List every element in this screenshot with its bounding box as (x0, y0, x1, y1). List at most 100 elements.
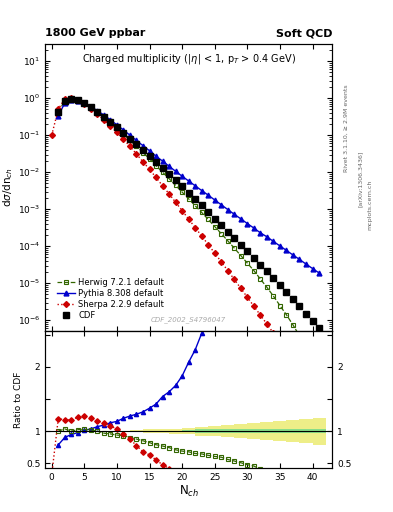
Pythia 8.308 default (277, 243, 282, 249)
Pythia 8.308 default (69, 96, 73, 102)
Herwig 7.2.1 default (232, 245, 237, 251)
Sherpa 2.2.9 default (141, 159, 145, 165)
Pythia 8.308 default (173, 168, 178, 175)
Herwig 7.2.1 default (284, 312, 289, 318)
Herwig 7.2.1 default (108, 119, 113, 125)
Pythia 8.308 default (212, 197, 217, 203)
Pythia 8.308 default (284, 247, 289, 253)
Sherpa 2.2.9 default (134, 151, 139, 157)
Sherpa 2.2.9 default (258, 312, 263, 318)
Legend: Herwig 7.2.1 default, Pythia 8.308 default, Sherpa 2.2.9 default, CDF: Herwig 7.2.1 default, Pythia 8.308 defau… (55, 276, 166, 322)
CDF (173, 177, 178, 183)
Sherpa 2.2.9 default (160, 183, 165, 189)
Sherpa 2.2.9 default (232, 276, 237, 283)
CDF (304, 311, 309, 317)
CDF (186, 189, 191, 196)
Herwig 7.2.1 default (206, 217, 211, 223)
Text: Soft QCD: Soft QCD (275, 28, 332, 38)
CDF (121, 130, 126, 136)
Herwig 7.2.1 default (88, 104, 93, 110)
CDF (141, 147, 145, 153)
Sherpa 2.2.9 default (239, 285, 243, 291)
CDF (95, 109, 100, 115)
CDF (62, 98, 67, 104)
CDF (115, 124, 119, 130)
Herwig 7.2.1 default (304, 345, 309, 351)
CDF (180, 183, 184, 189)
Pythia 8.308 default (167, 163, 171, 169)
Sherpa 2.2.9 default (121, 136, 126, 142)
Pythia 8.308 default (199, 187, 204, 194)
Sherpa 2.2.9 default (297, 366, 302, 372)
Pythia 8.308 default (271, 239, 276, 245)
Herwig 7.2.1 default (271, 293, 276, 299)
CDF (297, 303, 302, 309)
Pythia 8.308 default (206, 192, 211, 198)
Text: 1800 GeV ppbar: 1800 GeV ppbar (45, 28, 145, 38)
Pythia 8.308 default (147, 147, 152, 154)
Text: mcplots.cern.ch: mcplots.cern.ch (367, 180, 373, 230)
Line: Sherpa 2.2.9 default: Sherpa 2.2.9 default (50, 96, 321, 398)
Text: CDF_2002_S4796047: CDF_2002_S4796047 (151, 316, 226, 323)
CDF (239, 242, 243, 248)
Herwig 7.2.1 default (128, 137, 132, 143)
Sherpa 2.2.9 default (95, 111, 100, 117)
Sherpa 2.2.9 default (245, 294, 250, 300)
Line: CDF: CDF (55, 96, 322, 331)
Herwig 7.2.1 default (226, 238, 230, 244)
Pythia 8.308 default (154, 153, 158, 159)
Herwig 7.2.1 default (82, 100, 87, 106)
Pythia 8.308 default (180, 173, 184, 179)
CDF (258, 262, 263, 268)
Herwig 7.2.1 default (121, 131, 126, 137)
Pythia 8.308 default (304, 261, 309, 267)
Sherpa 2.2.9 default (82, 101, 87, 107)
Pythia 8.308 default (219, 202, 224, 208)
CDF (232, 235, 237, 241)
Herwig 7.2.1 default (167, 176, 171, 182)
Herwig 7.2.1 default (239, 252, 243, 259)
Herwig 7.2.1 default (264, 284, 269, 290)
Sherpa 2.2.9 default (115, 130, 119, 136)
CDF (75, 97, 80, 103)
Sherpa 2.2.9 default (88, 105, 93, 112)
Sherpa 2.2.9 default (304, 375, 309, 381)
Pythia 8.308 default (310, 265, 315, 271)
Text: [arXiv:1306.3436]: [arXiv:1306.3436] (358, 151, 363, 207)
Sherpa 2.2.9 default (69, 95, 73, 101)
CDF (199, 202, 204, 208)
Sherpa 2.2.9 default (173, 199, 178, 205)
CDF (252, 255, 256, 261)
Pythia 8.308 default (264, 233, 269, 240)
Herwig 7.2.1 default (277, 303, 282, 309)
Pythia 8.308 default (317, 270, 321, 276)
CDF (310, 318, 315, 324)
Herwig 7.2.1 default (173, 182, 178, 188)
Herwig 7.2.1 default (180, 189, 184, 195)
Sherpa 2.2.9 default (180, 207, 184, 214)
Herwig 7.2.1 default (95, 109, 100, 115)
Herwig 7.2.1 default (62, 98, 67, 104)
CDF (69, 96, 73, 102)
Sherpa 2.2.9 default (62, 96, 67, 102)
Pythia 8.308 default (226, 206, 230, 212)
CDF (212, 216, 217, 222)
CDF (167, 171, 171, 177)
Pythia 8.308 default (121, 127, 126, 133)
Herwig 7.2.1 default (154, 163, 158, 169)
Sherpa 2.2.9 default (101, 117, 106, 123)
CDF (219, 222, 224, 228)
Y-axis label: d$\sigma$/dn$_{ch}$: d$\sigma$/dn$_{ch}$ (1, 167, 15, 207)
Sherpa 2.2.9 default (212, 250, 217, 256)
Pythia 8.308 default (186, 178, 191, 184)
Pythia 8.308 default (75, 98, 80, 104)
Herwig 7.2.1 default (69, 96, 73, 102)
Herwig 7.2.1 default (297, 333, 302, 339)
Sherpa 2.2.9 default (199, 233, 204, 239)
Herwig 7.2.1 default (160, 169, 165, 175)
Herwig 7.2.1 default (219, 230, 224, 237)
Herwig 7.2.1 default (199, 209, 204, 216)
Sherpa 2.2.9 default (277, 339, 282, 345)
Herwig 7.2.1 default (186, 196, 191, 202)
Sherpa 2.2.9 default (310, 383, 315, 390)
